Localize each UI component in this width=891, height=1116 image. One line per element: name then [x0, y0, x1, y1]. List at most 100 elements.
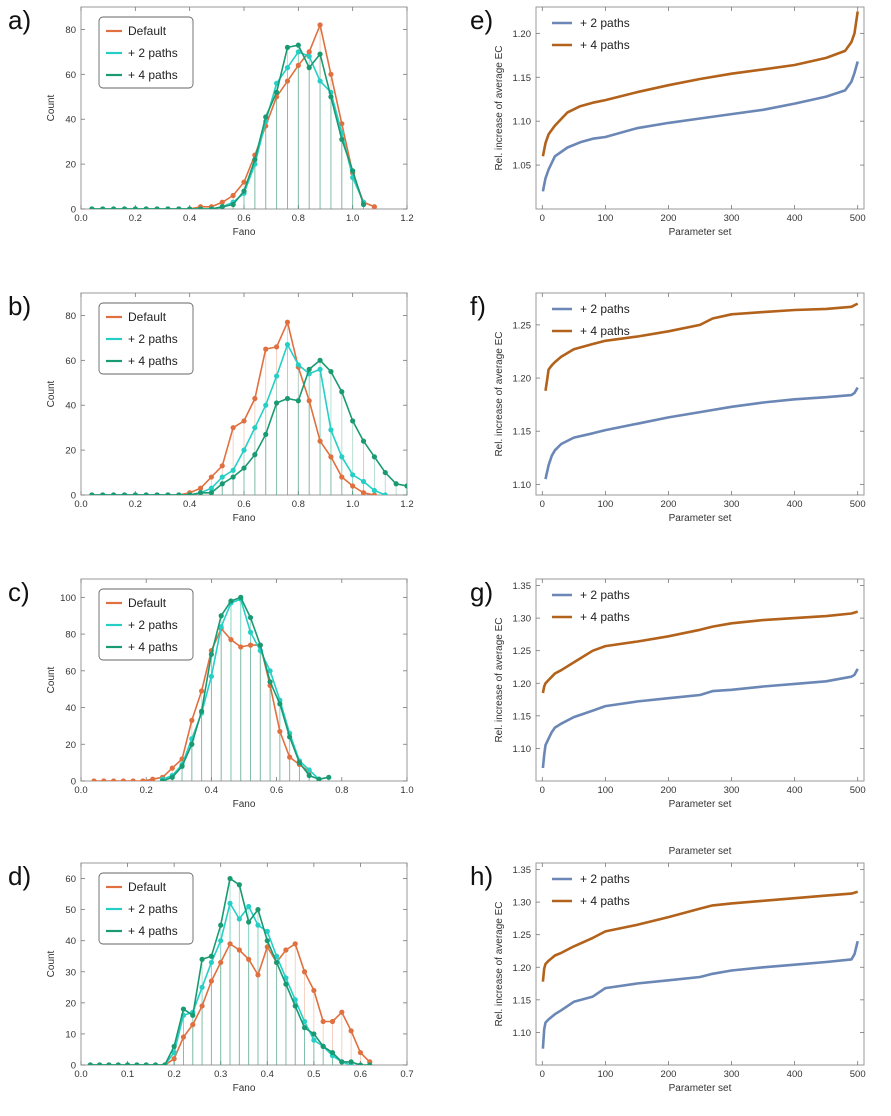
data-point: [328, 71, 334, 77]
y-tick-label: 60: [65, 874, 76, 885]
plot-frame: [535, 862, 865, 1066]
series-line-0: [544, 386, 859, 480]
y-tick-label: 0: [71, 1061, 76, 1072]
data-point: [329, 1018, 336, 1025]
y-tick-label: 50: [65, 905, 76, 916]
data-point: [284, 65, 291, 71]
x-tick-label: 1.0: [346, 213, 359, 224]
x-tick-label: 1.2: [400, 499, 413, 510]
data-point: [382, 469, 388, 476]
plot-area: [87, 875, 373, 1065]
series-line-1: [541, 610, 859, 694]
data-point: [284, 319, 291, 325]
legend-label: Default: [128, 596, 167, 610]
data-point: [328, 427, 334, 433]
data-point: [320, 1043, 326, 1049]
data-point: [360, 490, 367, 495]
plot-area: [91, 594, 332, 781]
data-point: [101, 778, 107, 781]
x-tick-label: 0.6: [270, 785, 283, 796]
data-point: [165, 206, 171, 209]
data-point: [121, 206, 128, 209]
data-point: [199, 688, 205, 694]
data-point: [187, 206, 193, 209]
data-point: [143, 492, 149, 495]
x-tick-label: 200: [661, 499, 677, 510]
data-point: [301, 969, 308, 975]
data-point: [306, 398, 312, 404]
data-point: [171, 1043, 177, 1049]
y-tick-label: 1.10: [513, 744, 532, 755]
y-tick-label: 20: [65, 740, 76, 751]
data-point: [357, 1049, 364, 1056]
data-point: [317, 51, 323, 57]
data-point: [357, 1062, 364, 1065]
x-tick-label: 0.1: [121, 1069, 134, 1080]
data-point: [339, 474, 345, 480]
chart-panel-f: f) 0 100 200 300 400 500 1.10 1.15 1.20 1.25 Parame…: [470, 291, 866, 524]
y-tick-label: 60: [65, 70, 76, 81]
data-point: [393, 481, 399, 487]
data-point: [367, 1062, 373, 1065]
data-point: [274, 373, 280, 379]
data-point: [218, 959, 224, 966]
panel-letter: f): [470, 291, 486, 321]
data-point: [241, 465, 247, 471]
x-tick-label: 0.2: [168, 1069, 181, 1080]
x-tick-label: 500: [850, 785, 866, 796]
data-point: [100, 492, 106, 495]
series-line-2: [91, 44, 365, 209]
plot-frame: [80, 578, 408, 782]
panel-letter: b): [8, 291, 31, 321]
chart-panel-d: d) 0.0 0.1 0.2 0.3 0.4 0.5 0.6 0.7 0 10 20 30 40 50 60 F…: [8, 861, 414, 1094]
data-point: [252, 452, 258, 458]
y-tick-label: 1.20: [513, 29, 532, 40]
data-point: [130, 778, 136, 781]
data-point: [230, 425, 236, 431]
data-point: [238, 644, 244, 650]
legend-label: + 2 paths: [580, 16, 630, 30]
data-point: [159, 778, 166, 781]
data-point: [219, 474, 225, 480]
data-point: [208, 978, 214, 984]
data-point: [241, 447, 247, 453]
data-point: [219, 481, 225, 487]
data-point: [311, 1031, 317, 1037]
data-point: [311, 1037, 317, 1043]
data-point: [263, 346, 269, 352]
legend-label: + 2 paths: [128, 618, 178, 632]
data-point: [190, 1022, 196, 1028]
data-point: [246, 919, 252, 925]
x-tick-label: 0.4: [205, 785, 218, 796]
y-tick-label: 0: [71, 777, 76, 788]
x-tick-label: 0.5: [307, 1069, 320, 1080]
data-point: [295, 398, 301, 404]
x-axis-label: Parameter set: [669, 513, 732, 524]
data-point: [360, 478, 367, 485]
data-point: [241, 418, 247, 424]
legend-label: + 2 paths: [580, 302, 630, 316]
data-point: [246, 956, 252, 962]
legend-label: + 4 paths: [128, 354, 178, 368]
plot-area: [541, 610, 859, 769]
data-point: [306, 65, 312, 71]
chart-panel-h: h) 0 100 200 300 400 500 1.10 1.15 1.20 1.25 1.30 1.…: [470, 861, 866, 1094]
data-point: [247, 614, 254, 621]
x-tick-label: 1.0: [346, 499, 359, 510]
x-axis-label: Parameter set: [669, 1083, 732, 1094]
data-point: [339, 1059, 345, 1065]
series-line-2: [162, 596, 329, 781]
y-tick-label: 1.15: [513, 73, 532, 84]
data-point: [317, 366, 323, 372]
data-point: [236, 882, 242, 888]
data-point: [317, 357, 323, 363]
data-point: [382, 492, 388, 495]
data-point: [274, 400, 280, 406]
data-point: [264, 928, 270, 934]
data-point: [404, 483, 407, 489]
y-tick-label: 1.10: [513, 1028, 532, 1039]
data-point: [317, 438, 323, 444]
data-point: [219, 463, 225, 469]
data-point: [284, 44, 291, 51]
data-point: [306, 767, 312, 773]
